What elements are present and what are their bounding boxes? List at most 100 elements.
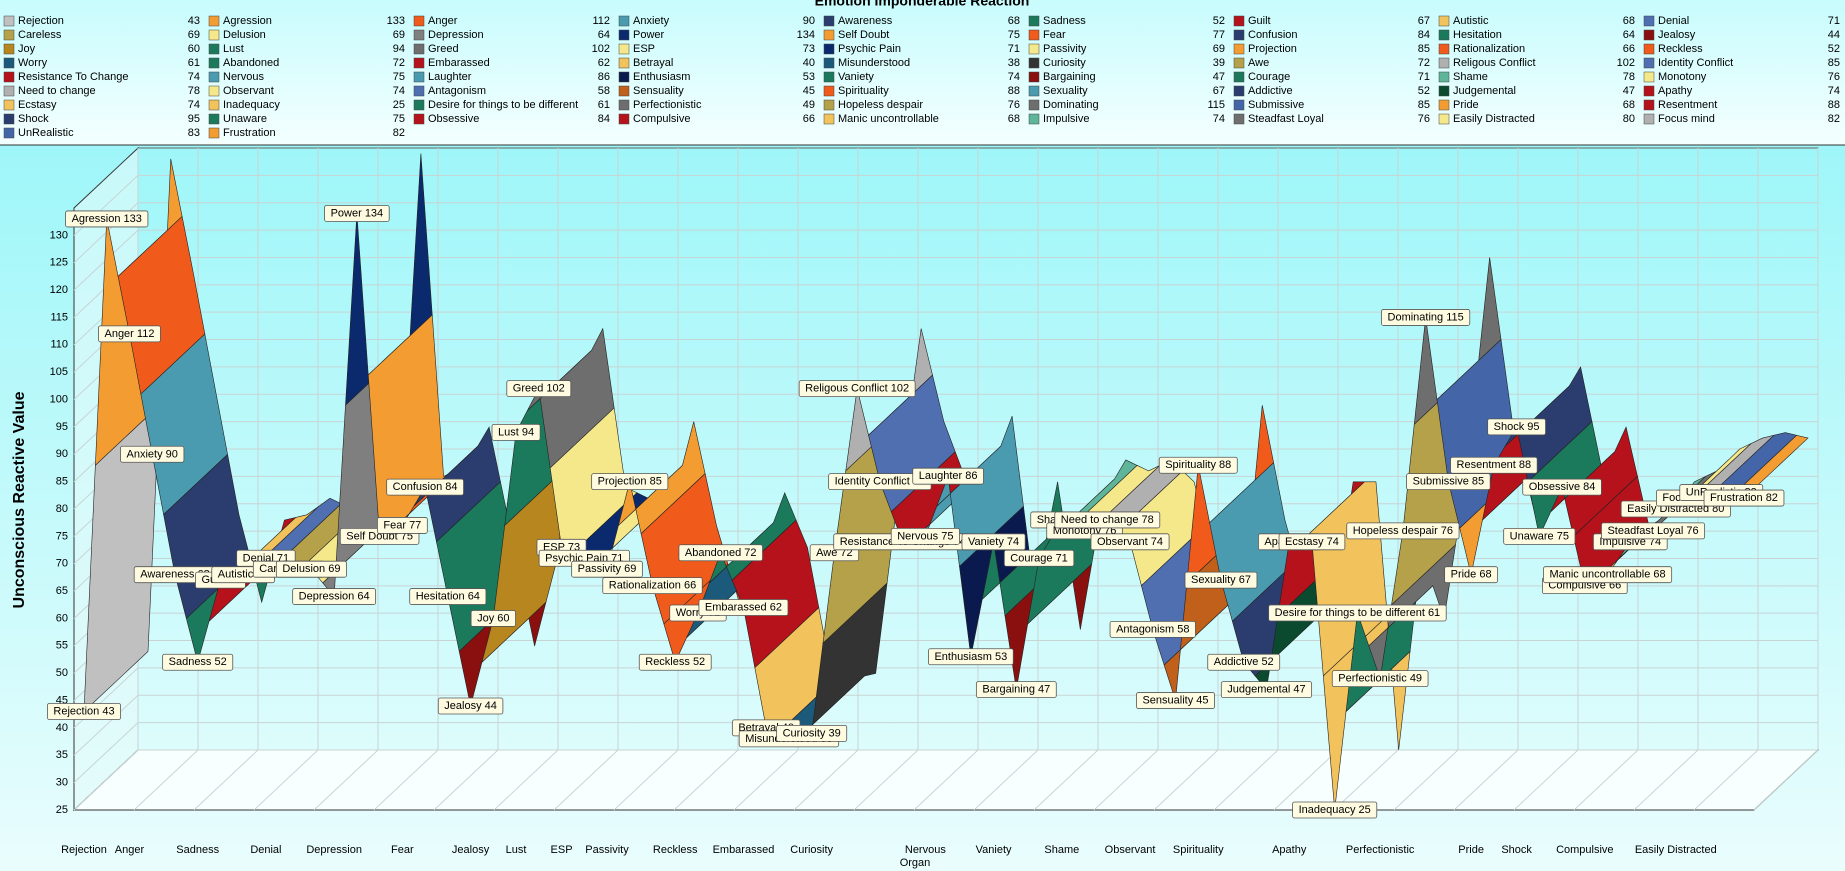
data-label-box [798, 380, 916, 398]
legend-value: 47 [1623, 85, 1635, 97]
data-label-name: Obsessive [1529, 481, 1580, 493]
data-label-box [1346, 522, 1460, 540]
data-label-text: Hesitation 64 [416, 590, 480, 602]
legend-value: 52 [1828, 43, 1840, 55]
legend-swatch [1438, 99, 1450, 111]
legend-label: Fear [1043, 29, 1066, 41]
legend-value: 78 [1623, 71, 1635, 83]
data-label: Confusion 84 [386, 478, 464, 496]
data-label-box [890, 527, 960, 545]
data-label-value: 88 [1219, 459, 1231, 471]
legend-value: 102 [1617, 57, 1635, 69]
y-tick-label: 25 [56, 804, 68, 816]
data-label-box [98, 325, 161, 343]
data-label: Judgemental 47 [1220, 681, 1313, 698]
data-label-text: Anxiety 90 [127, 448, 178, 460]
data-label-value: 134 [365, 207, 383, 219]
data-label-box [1503, 527, 1576, 545]
data-label-name: Projection [598, 476, 647, 488]
data-label-name: Passivity [578, 563, 622, 575]
x-tick-label: Compulsive [1556, 844, 1613, 856]
data-label-name: Power [331, 207, 363, 219]
floor-grid [1633, 749, 1699, 811]
floor-grid [1393, 749, 1459, 811]
data-label-box [638, 653, 712, 671]
legend-swatch [3, 127, 15, 139]
data-label-value: 69 [328, 563, 340, 575]
legend-swatch [1438, 85, 1450, 97]
legend-label: Enthusiasm [633, 71, 690, 83]
floor-grid [553, 749, 619, 811]
y-tick-label: 95 [56, 421, 68, 433]
data-label: Perfectionistic 49 [1331, 670, 1429, 688]
data-label-text: Confusion 84 [393, 481, 458, 493]
x-tick-label: Sadness [176, 844, 219, 856]
data-label: Hopeless despair 76 [1346, 522, 1460, 540]
legend-swatch [618, 43, 630, 55]
data-label: Projection 85 [591, 473, 669, 491]
legend-label: Confusion [1248, 29, 1298, 41]
data-label-value: 112 [137, 328, 155, 340]
data-label-box [47, 703, 121, 720]
y-axis-title: Unconscious Reactive Value [11, 391, 28, 608]
legend-value: 71 [1828, 15, 1840, 27]
data-label-name: Addictive [1214, 656, 1259, 668]
x-tick-label: Pride [1458, 844, 1484, 856]
x-tick-label: Rejection [61, 844, 107, 856]
y-tick-label: 110 [50, 339, 68, 351]
data-label: Ecstasy 74 [1278, 533, 1346, 551]
data-label: Sensuality 45 [1136, 692, 1215, 709]
legend-label: Embarassed [428, 57, 490, 69]
legend-value: 72 [1418, 57, 1430, 69]
x-tick-label: Shock [1501, 844, 1532, 856]
data-label: Addictive 52 [1207, 653, 1281, 671]
data-label-name: Curiosity [783, 727, 826, 739]
data-label-name: Need to change [1061, 514, 1139, 526]
data-label-box [571, 560, 643, 578]
data-label-name: Confusion [393, 481, 443, 493]
data-label: Anxiety 90 [120, 445, 185, 463]
legend-label: Apathy [1658, 85, 1693, 97]
legend-label: Vaniety [838, 71, 874, 83]
legend-value: 39 [1213, 57, 1225, 69]
data-label-name: Desire for things to be different [1275, 607, 1425, 619]
y-tick-label: 120 [50, 284, 68, 296]
data-label-text: Joy 60 [477, 612, 509, 624]
data-label-box [376, 517, 428, 534]
legend-value: 25 [393, 99, 405, 111]
data-label-value: 86 [965, 470, 977, 482]
legend-swatch [1233, 113, 1245, 125]
legend-swatch [1233, 71, 1245, 83]
legend-swatch [1438, 29, 1450, 41]
legend-label: Bargaining [1043, 71, 1096, 83]
data-label-text: Fear 77 [383, 519, 421, 531]
legend-label: Autistic [1453, 15, 1489, 27]
data-label-name: Dominating [1388, 311, 1444, 323]
legend-label: Agression [223, 15, 272, 27]
data-label-box [292, 588, 377, 605]
data-label-box [162, 653, 234, 671]
data-label-box [912, 467, 984, 485]
legend-label: Identity Conflict [1658, 57, 1733, 69]
data-label-value: 102 [546, 383, 564, 395]
data-label-name: Judgemental [1227, 684, 1290, 696]
legend-label: Desire for things to be different [428, 99, 578, 111]
data-label-value: 74 [1151, 536, 1163, 548]
legend-swatch [3, 57, 15, 69]
floor-grid [973, 749, 1039, 811]
data-label-box [1054, 511, 1161, 529]
data-label-text: Reckless 52 [645, 656, 705, 668]
floor-grid [253, 749, 319, 811]
data-label-value: 58 [1177, 623, 1189, 635]
data-label: Rationalization 66 [602, 577, 703, 595]
legend-value: 61 [188, 57, 200, 69]
data-label-value: 74 [1007, 536, 1019, 548]
data-label-name: Religous Conflict [805, 383, 888, 395]
legend-value: 38 [1008, 57, 1020, 69]
data-label-value: 88 [1519, 459, 1531, 471]
legend-value: 84 [1418, 29, 1430, 41]
data-label-box [1444, 566, 1499, 584]
legend-swatch [1643, 43, 1655, 55]
legend-swatch [208, 71, 220, 83]
data-label-name: Spirituality [1165, 459, 1216, 471]
